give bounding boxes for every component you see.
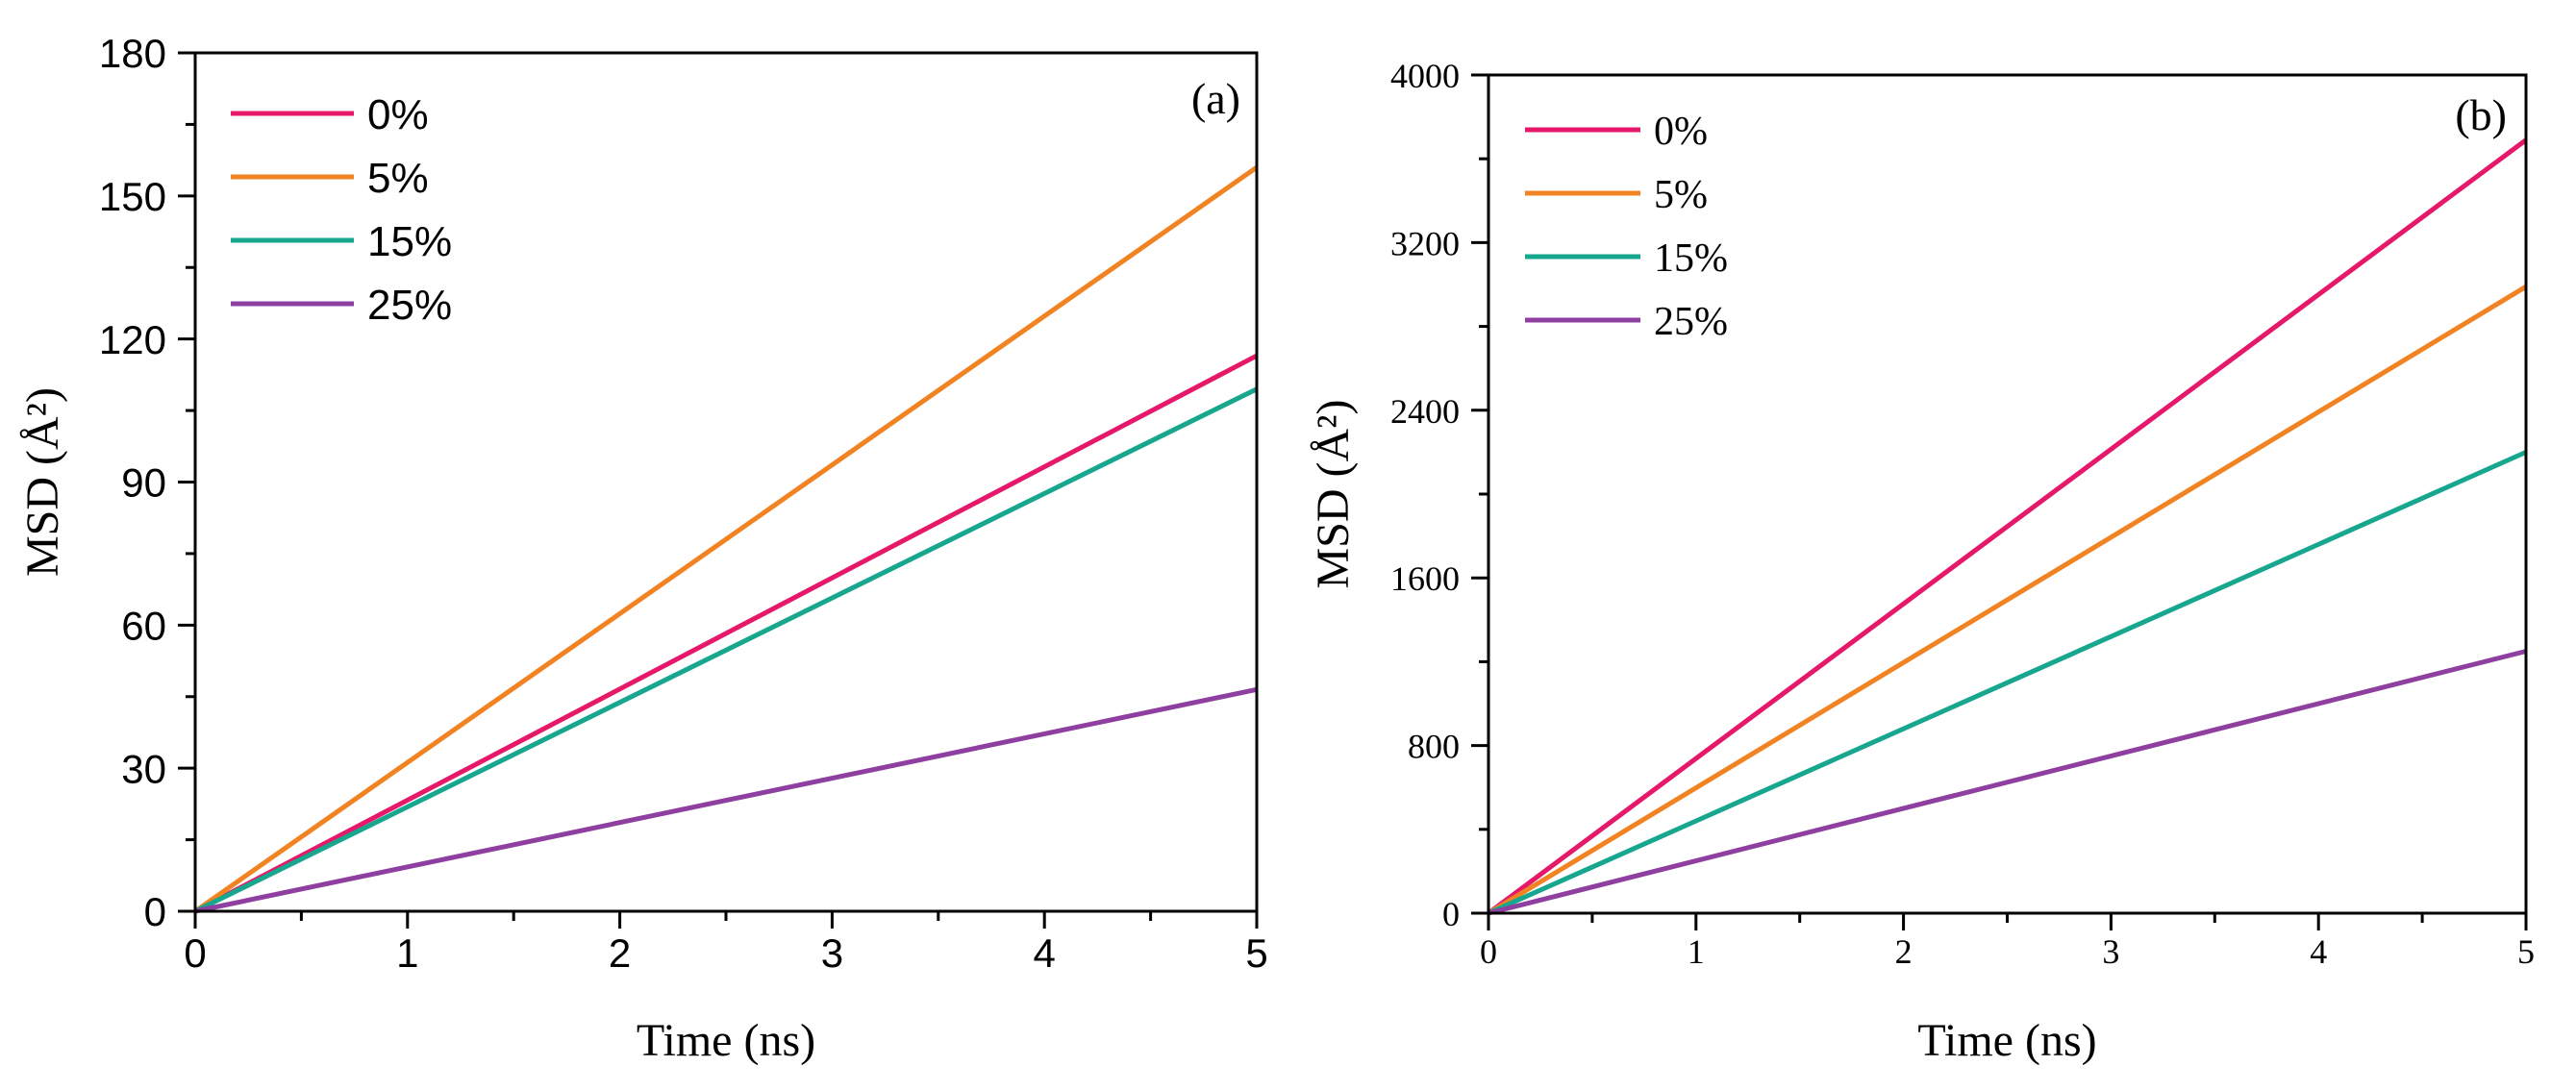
legend-label: 15% (1654, 236, 1728, 281)
legend-label: 25% (1654, 300, 1728, 344)
x-axis-label: Time (ns) (637, 1015, 815, 1066)
y-tick-label: 90 (121, 460, 166, 506)
x-tick-label: 5 (2517, 932, 2535, 971)
legend-label: 5% (367, 155, 429, 202)
x-tick-label: 4 (1034, 930, 1056, 976)
x-tick-label: 1 (396, 930, 418, 976)
series-line-25pct (1488, 649, 2527, 916)
legend-label: 5% (1654, 173, 1708, 217)
x-tick-label: 0 (1480, 932, 1497, 971)
y-tick-label: 30 (121, 746, 166, 791)
legend-label: 0% (1654, 110, 1708, 154)
legend: 0% 5% 15% 25% (231, 91, 452, 329)
y-tick-label: 3200 (1390, 224, 1460, 262)
x-tick-label: 3 (821, 930, 843, 976)
x-tick-label: 5 (1245, 930, 1267, 976)
legend: 0% 5% 15% 25% (1525, 110, 1728, 344)
x-tick-label: 4 (2310, 932, 2327, 971)
series-line-0pct (193, 353, 1259, 914)
x-tick-label: 2 (1895, 932, 1913, 971)
y-tick-label: 0 (144, 889, 166, 934)
series-line-25pct (194, 686, 1258, 914)
panel-label: (a) (1191, 74, 1240, 123)
series-line-5pct (193, 165, 1259, 914)
panel-b-chart: 0 1 2 3 4 5 0 800 1600 2400 3200 4000 Time (ns) MSD (… (1308, 57, 2535, 1066)
y-tick-label: 1600 (1390, 559, 1460, 598)
legend-label: 0% (367, 91, 429, 138)
legend-label: 25% (367, 282, 452, 329)
x-tick-label: 0 (184, 930, 206, 976)
panel-label: (b) (2455, 90, 2507, 139)
y-tick-label: 150 (99, 174, 166, 219)
plot-frame (193, 51, 1259, 913)
y-tick-label: 120 (99, 317, 166, 362)
series-line-15pct (1487, 450, 2528, 916)
series-line-0pct (1487, 137, 2528, 916)
panel-a-chart: 0 1 2 3 4 5 0 30 60 90 120 150 180 Time (ns) MSD (Å²) (… (17, 31, 1268, 1066)
y-axis-label: MSD (Å²) (17, 387, 68, 577)
y-tick-label: 0 (1442, 895, 1460, 933)
y-tick-label: 4000 (1390, 57, 1460, 95)
y-tick-label: 60 (121, 603, 166, 648)
y-tick-label: 180 (99, 31, 166, 76)
x-tick-label: 3 (2102, 932, 2119, 971)
x-tick-label: 1 (1688, 932, 1705, 971)
y-tick-label: 2400 (1390, 392, 1460, 431)
y-tick-label: 800 (1408, 728, 1460, 766)
x-tick-label: 2 (609, 930, 631, 976)
series-line-15pct (193, 386, 1259, 914)
series-line-5pct (1487, 285, 2528, 916)
legend-label: 15% (367, 218, 452, 265)
plot-frame (1487, 73, 2528, 915)
y-axis-label: MSD (Å²) (1308, 399, 1359, 588)
x-axis-label: Time (ns) (1917, 1015, 2096, 1066)
